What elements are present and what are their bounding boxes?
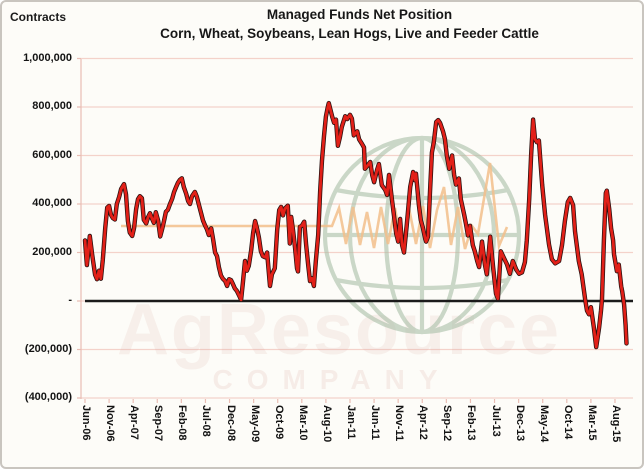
x-tick-label: Jun-11 xyxy=(369,405,382,440)
x-tick-label: Feb-08 xyxy=(176,405,189,441)
x-tick-label: Jan-11 xyxy=(344,405,357,440)
x-tick-label: Feb-13 xyxy=(465,405,478,441)
x-tick-label: Aug-15 xyxy=(609,405,622,443)
y-tick-label: (200,000) xyxy=(24,342,72,355)
x-tick-label: Mar-10 xyxy=(296,405,309,441)
watermark-text-agresource: AgResource xyxy=(117,290,561,370)
series-line-net-position xyxy=(83,101,628,349)
x-tick-label: Aug-10 xyxy=(320,405,333,443)
y-tick-label: (400,000) xyxy=(24,391,72,403)
x-tick-label: Oct-09 xyxy=(272,405,285,440)
y-tick-label: 400,000 xyxy=(32,197,72,209)
chart-title: Managed Funds Net Position xyxy=(266,7,453,22)
x-tick-label: Dec-08 xyxy=(224,405,237,442)
x-tick-label: Mar-15 xyxy=(585,405,598,441)
y-axis-title: Contracts xyxy=(10,10,67,24)
x-tick-label: May-14 xyxy=(537,405,550,443)
x-tick-label: Jul-08 xyxy=(200,405,213,437)
x-tick-label: Oct-14 xyxy=(561,405,574,440)
x-tick-label: May-09 xyxy=(248,405,261,443)
x-tick-label: Jun-06 xyxy=(80,405,92,441)
x-tick-label: Apr-07 xyxy=(128,405,141,440)
x-tick-label: Apr-12 xyxy=(417,405,430,440)
x-tick-label: Sep-12 xyxy=(441,405,454,442)
x-tick-label: Jul-13 xyxy=(489,405,502,437)
x-tick-label: Sep-07 xyxy=(152,405,165,442)
y-tick-label: 200,000 xyxy=(32,245,72,258)
watermark-text-company: COMPANY xyxy=(212,364,451,395)
x-tick-label: Nov-06 xyxy=(104,405,117,442)
x-tick-label: Dec-13 xyxy=(513,405,526,442)
y-tick-label: 600,000 xyxy=(32,148,72,161)
x-tick-label: Nov-11 xyxy=(393,405,406,442)
chart-subtitle: Corn, Wheat, Soybeans, Lean Hogs, Live a… xyxy=(160,26,539,41)
y-tick-label: 800,000 xyxy=(32,100,72,112)
y-tick-label: 1,000,000 xyxy=(23,51,72,64)
y-tick-label: - xyxy=(68,294,72,306)
